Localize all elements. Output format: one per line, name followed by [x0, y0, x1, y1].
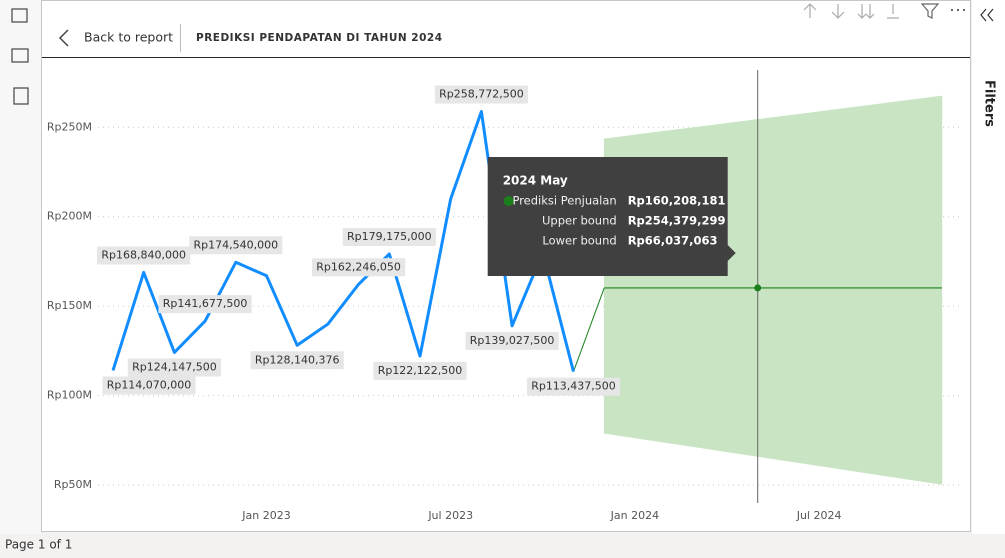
page-indicator: Page 1 of 1	[5, 538, 72, 552]
confidence-band	[818, 107, 851, 471]
data-label-bg	[312, 258, 406, 277]
data-label-bg	[434, 85, 528, 104]
data-label: Rp128,140,376	[255, 353, 340, 366]
tooltip-title: 2024 May	[503, 174, 568, 188]
forecast-connector	[573, 287, 605, 372]
data-label-bg	[127, 358, 221, 377]
data-label: Rp162,246,050	[316, 260, 401, 273]
data-label: Rp168,840,000	[101, 248, 186, 261]
tooltip	[487, 157, 736, 276]
report-icon[interactable]	[11, 8, 28, 23]
tooltip-value: Rp254,379,299	[628, 214, 726, 228]
y-tick-label: Rp50M	[54, 478, 92, 491]
table-icon[interactable]	[11, 48, 29, 63]
data-label: Rp124,147,500	[132, 360, 217, 373]
x-tick-label: Jan 2024	[610, 509, 659, 522]
drill-up[interactable]	[803, 3, 817, 18]
y-tick-label: Rp150M	[47, 299, 92, 312]
data-label: Rp141,677,500	[163, 297, 248, 310]
data-label-bg	[373, 362, 467, 381]
drill-down[interactable]	[831, 4, 845, 19]
filters-pane	[972, 0, 1005, 534]
filters-label[interactable]: Filters	[982, 80, 997, 127]
model-icon[interactable]	[13, 87, 29, 105]
data-label: Rp174,540,000	[193, 238, 278, 251]
back-button[interactable]: Back to report	[84, 30, 173, 45]
data-label: Rp139,027,500	[470, 334, 555, 347]
tooltip-swatch	[503, 196, 514, 206]
data-label-bg	[102, 376, 196, 395]
data-label: Rp113,437,500	[531, 380, 616, 393]
expand-all[interactable]	[857, 4, 875, 19]
tooltip-name: Upper bound	[542, 214, 617, 228]
hover-point	[754, 284, 762, 292]
data-label-bg	[342, 227, 436, 246]
nav-icons	[11, 8, 29, 105]
data-label-bg	[158, 295, 252, 314]
x-tick-label: Jul 2024	[796, 509, 842, 522]
filter-icon[interactable]	[920, 3, 940, 19]
data-label-bg	[465, 331, 559, 350]
tooltip-value: Rp160,208,181	[628, 194, 726, 208]
back-arrow[interactable]	[58, 29, 69, 47]
data-label-bg	[97, 246, 191, 265]
x-tick-label: Jan 2023	[241, 509, 290, 522]
confidence-band	[849, 103, 881, 476]
confidence-band	[788, 111, 820, 467]
tooltip-name: Lower bound	[542, 234, 616, 248]
y-tick-label: Rp100M	[47, 389, 92, 402]
y-tick-label: Rp250M	[47, 120, 92, 133]
data-label-bg	[189, 236, 283, 255]
nav-rail	[0, 0, 41, 534]
data-label: Rp258,772,500	[439, 88, 524, 101]
visual-toolbar	[803, 3, 965, 19]
data-label-bg	[526, 377, 621, 396]
data-label: Rp114,070,000	[107, 378, 192, 391]
tooltip-name: Prediksi Penjualan	[512, 194, 616, 208]
collapse-filters[interactable]	[980, 8, 994, 22]
data-label: Rp179,175,000	[347, 230, 432, 243]
plot: Rp50M Rp100M Rp150M Rp200M Rp250M Jan 2023 Jul…	[47, 70, 960, 522]
data-label: Rp122,122,500	[378, 364, 463, 377]
confidence-band	[910, 95, 943, 485]
x-tick-label: Jul 2023	[427, 509, 473, 522]
chart-title: PREDIKSI PENDAPATAN DI TAHUN 2024	[196, 32, 443, 44]
status-bar	[0, 534, 1005, 554]
data-label-bg	[250, 351, 344, 370]
y-tick-label: Rp200M	[47, 210, 92, 223]
tooltip-value: Rp66,037,063	[628, 234, 718, 248]
expand-next[interactable]	[887, 4, 899, 19]
confidence-band	[880, 99, 912, 481]
